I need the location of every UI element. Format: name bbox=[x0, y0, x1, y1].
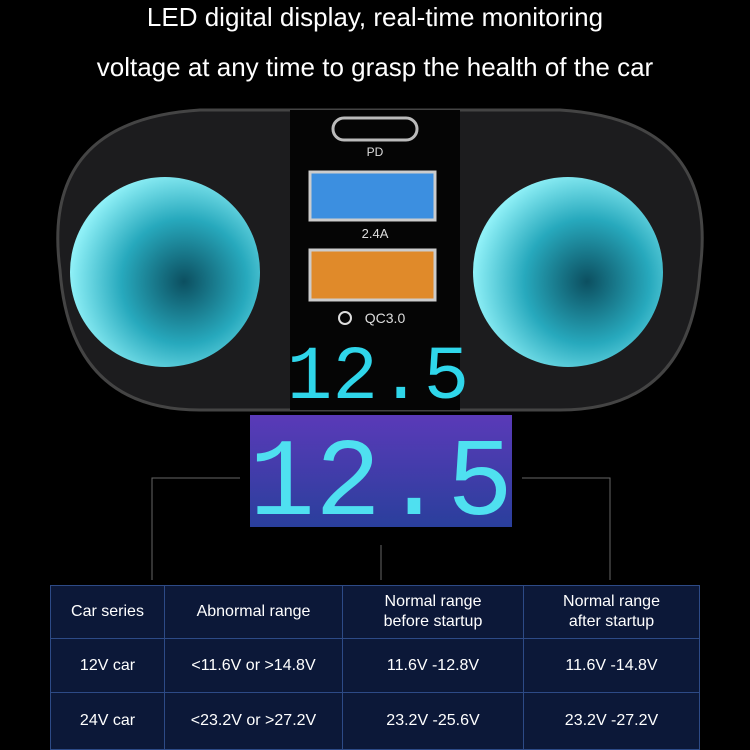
usb-c-port bbox=[331, 116, 419, 142]
header-line: voltage at any time to grasp the health … bbox=[96, 52, 654, 82]
socket bbox=[473, 177, 663, 367]
usb-port bbox=[308, 170, 437, 222]
display-zoom bbox=[250, 415, 512, 527]
table-header: Normal range before startup bbox=[342, 585, 524, 639]
port-label: QC3.0 bbox=[365, 310, 406, 326]
table-cell: 23.2V -27.2V bbox=[523, 692, 700, 750]
table-cell: <23.2V or >27.2V bbox=[164, 692, 343, 750]
table-header: Abnormal range bbox=[164, 585, 343, 639]
display-small: 12.5 bbox=[287, 335, 469, 421]
table-cell: 11.6V -12.8V bbox=[342, 638, 524, 693]
voltage-table: Car series Abnormal range Normal range bef… bbox=[50, 585, 700, 750]
qc-port bbox=[308, 248, 437, 302]
header-line: LED digital display, real-time monitorin… bbox=[146, 2, 604, 32]
table-cell: 23.2V -25.6V bbox=[342, 692, 524, 750]
port-label: 2.4A bbox=[362, 226, 389, 241]
table-cell: 12V car bbox=[50, 638, 165, 693]
table-cell: 11.6V -14.8V bbox=[523, 638, 700, 693]
table-cell: <11.6V or >14.8V bbox=[164, 638, 343, 693]
port-label: PD bbox=[367, 145, 384, 159]
table-header: Normal range after startup bbox=[523, 585, 700, 639]
table-cell: 24V car bbox=[50, 692, 165, 750]
qc-icon bbox=[338, 311, 352, 325]
socket bbox=[70, 177, 260, 367]
display-large: 12.5 bbox=[249, 423, 513, 548]
callout-lines bbox=[151, 477, 611, 580]
table-header: Car series bbox=[50, 585, 165, 639]
